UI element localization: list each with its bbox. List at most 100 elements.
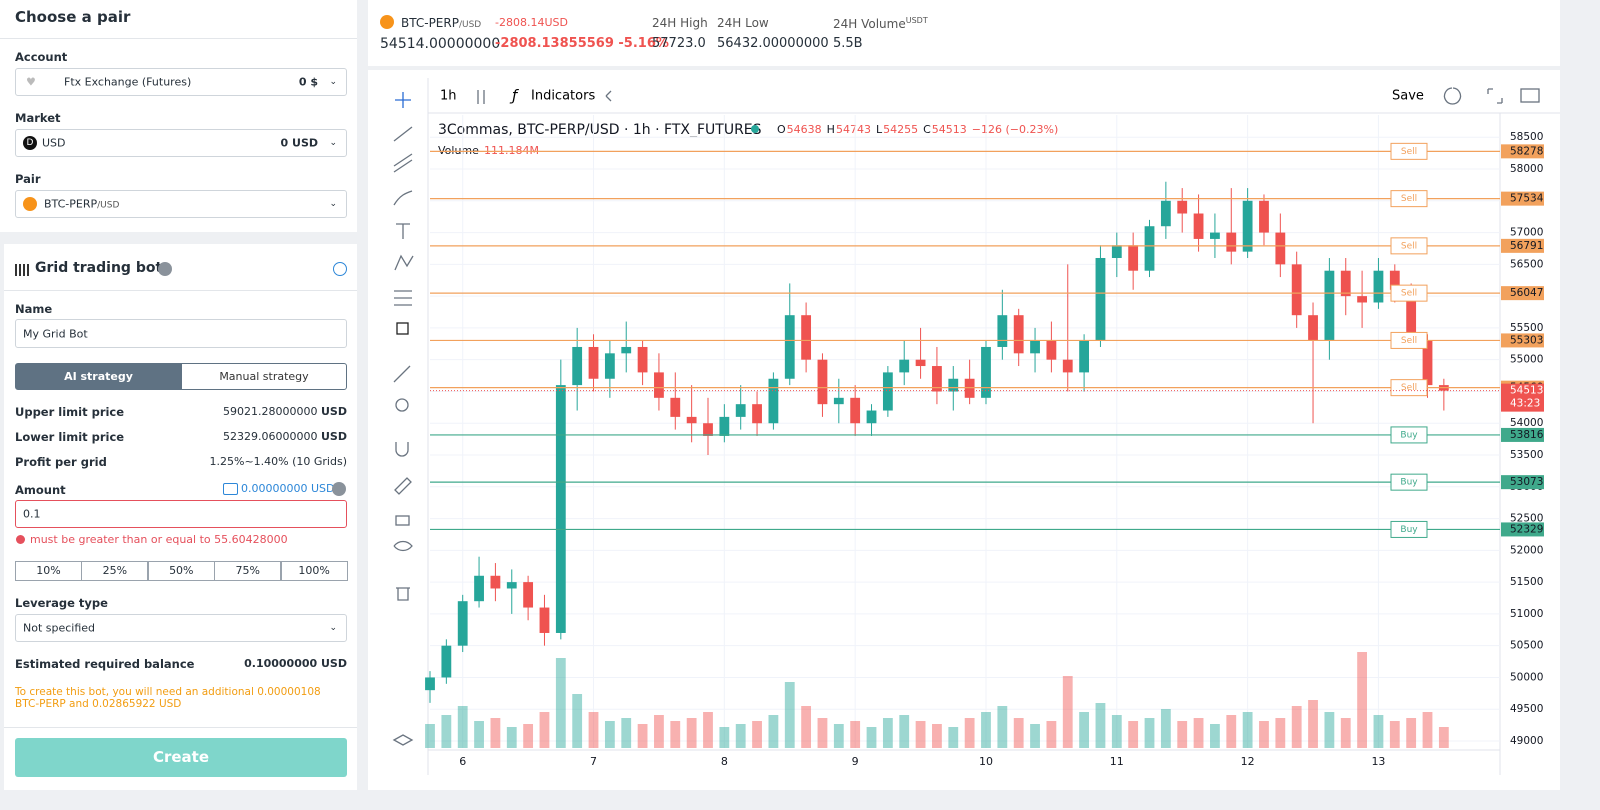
- percent-button[interactable]: 75%: [214, 561, 282, 581]
- volume-bar: [1259, 721, 1269, 748]
- volume-bar: [1340, 718, 1351, 748]
- candle-body: [1226, 232, 1237, 252]
- chevron: ⌄: [329, 199, 337, 209]
- candle-body: [1422, 340, 1433, 386]
- btc-icon: [23, 197, 37, 211]
- percent-button[interactable]: 100%: [280, 561, 348, 581]
- level-side: Buy: [1400, 430, 1418, 440]
- countdown: 43:23: [1510, 398, 1540, 410]
- stat-label: 24H Low: [717, 16, 769, 30]
- candle-body: [1013, 315, 1024, 354]
- volume-bar: [1079, 712, 1090, 748]
- volume-bar: [735, 724, 746, 748]
- candle-body: [784, 315, 795, 379]
- tab-manual[interactable]: Manual strategy: [181, 363, 347, 390]
- chevron: ⌄: [329, 623, 337, 633]
- market-icon: D: [23, 136, 37, 150]
- y-tick-label: 58000: [1510, 163, 1543, 175]
- candle-body: [572, 346, 583, 386]
- ohlc-change: −126 (−0.23%): [972, 123, 1058, 136]
- volume-bar: [866, 727, 877, 748]
- volume-bar: [1013, 718, 1024, 748]
- x-tick-label: 13: [1371, 755, 1385, 768]
- drawing-tools[interactable]: [392, 87, 1540, 746]
- indicators-button[interactable]: Indicators: [531, 89, 595, 104]
- candle-body: [441, 645, 452, 678]
- volume-bar: [1275, 718, 1286, 748]
- market-select[interactable]: D USD 0 USD ⌄: [15, 129, 347, 157]
- y-tick-label: 50000: [1510, 671, 1543, 683]
- percent-button[interactable]: 25%: [81, 561, 149, 581]
- volume-bar: [768, 715, 779, 748]
- candle-body: [539, 607, 550, 633]
- name-input[interactable]: My Grid Bot: [15, 319, 347, 348]
- x-tick-label: 11: [1110, 755, 1124, 768]
- level-side: Buy: [1400, 525, 1418, 535]
- account-label: Account: [15, 50, 68, 64]
- candle-body: [1259, 200, 1269, 233]
- pair: BTC-PERP: [44, 197, 98, 211]
- axis-tag-bg: [1501, 522, 1544, 537]
- candle-body: [768, 378, 779, 424]
- volume-bar: [621, 718, 632, 748]
- leverage-select[interactable]: Not specified ⌄: [15, 614, 347, 642]
- level-tag-box: [1390, 473, 1428, 491]
- axis-tag-bg: [1501, 475, 1544, 490]
- candle-body: [1357, 296, 1367, 303]
- percent-button[interactable]: 50%: [147, 561, 215, 581]
- volume-bar: [1357, 652, 1367, 748]
- play-icon[interactable]: [333, 262, 347, 276]
- candle-body: [555, 385, 566, 633]
- volume-bar: [997, 706, 1008, 748]
- volume-bar: [1144, 718, 1155, 748]
- ohlc-value: 54513: [932, 123, 967, 136]
- volume-bar: [1308, 700, 1318, 748]
- candle-body: [523, 582, 534, 608]
- candle-body: [474, 575, 484, 602]
- candle-body: [703, 423, 713, 436]
- volume-bar: [1324, 712, 1335, 748]
- chart-legend-title: 3Commas, BTC-PERP/USD · 1h · FTX_FUTURES: [438, 122, 762, 138]
- y-tick-label: 58500: [1510, 131, 1543, 143]
- pair-select[interactable]: BTC-PERP/USD ⌄: [15, 190, 347, 218]
- volume-bar: [588, 712, 599, 748]
- level-tag-box: [1390, 426, 1428, 444]
- save-button[interactable]: Save: [1392, 89, 1424, 104]
- tab-ai[interactable]: AI strategy: [15, 363, 182, 390]
- account-select[interactable]: ♥ Ftx Exchange (Futures) 0 $ ⌄: [15, 68, 347, 96]
- candle-body: [654, 372, 664, 398]
- ticker-bg: [368, 0, 1560, 66]
- volume-bar: [1095, 703, 1106, 748]
- volume-bar: [1406, 718, 1417, 748]
- row-label: Profit per grid: [15, 455, 107, 469]
- help-icon[interactable]: [332, 482, 346, 496]
- pair-value: BTC-PERP/USD: [44, 198, 119, 211]
- volume-bar: [1291, 706, 1302, 748]
- create-button[interactable]: Create: [15, 738, 347, 777]
- candle-body: [1275, 232, 1286, 265]
- candle-body: [719, 416, 730, 436]
- level-side: Buy: [1400, 478, 1418, 488]
- candle-body: [1340, 270, 1351, 297]
- amount-input[interactable]: 0.1: [15, 500, 347, 528]
- volume-bar: [752, 721, 762, 748]
- volume-bar: [1389, 721, 1400, 748]
- label: 24H Volume: [833, 17, 906, 31]
- candle-body: [833, 397, 844, 405]
- volume-bar: [833, 724, 844, 748]
- help-icon[interactable]: [158, 262, 172, 276]
- symbol: BTC-PERP: [401, 16, 459, 30]
- amount-balance[interactable]: 0.00000000 USD: [241, 482, 335, 495]
- candle-body: [1291, 264, 1302, 316]
- stat-label: 24H High: [652, 16, 708, 30]
- percent-button[interactable]: 10%: [15, 561, 82, 581]
- btc-icon: [380, 15, 394, 29]
- estimated-value: 0.10000000 USD: [244, 657, 347, 670]
- candle-body: [637, 346, 648, 373]
- last-price: 54513: [1510, 385, 1543, 397]
- pair-title: Choose a pair: [15, 8, 131, 26]
- chevron: ⌄: [329, 138, 337, 148]
- interval-button[interactable]: 1h: [440, 89, 457, 104]
- x-tick-label: 10: [979, 755, 993, 768]
- candle-body: [1373, 270, 1384, 303]
